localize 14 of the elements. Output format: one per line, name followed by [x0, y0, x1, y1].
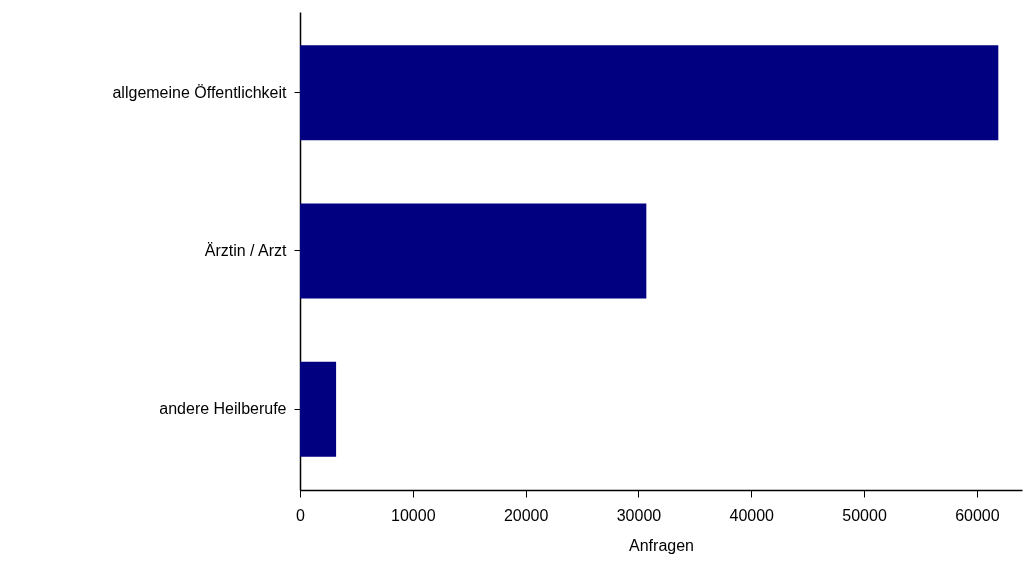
x-tick-label: 20000 [503, 506, 549, 524]
y-tick-label: allgemeine Öffentlichkeit [112, 83, 288, 101]
x-tick-label: 30000 [616, 506, 662, 524]
bar [300, 45, 999, 141]
x-tick-label: 50000 [842, 506, 887, 524]
x-tick-label: 0 [296, 506, 306, 524]
x-tick-label: 10000 [391, 506, 436, 524]
y-tick-label: andere Heilberufe [159, 400, 287, 418]
bar [300, 361, 337, 457]
x-tick-label: 60000 [955, 506, 1000, 524]
y-tick-label: Ärztin / Arzt [204, 242, 288, 259]
bar [300, 203, 647, 299]
x-axis-title: Anfragen [629, 536, 694, 554]
x-tick-label: 40000 [729, 506, 775, 524]
